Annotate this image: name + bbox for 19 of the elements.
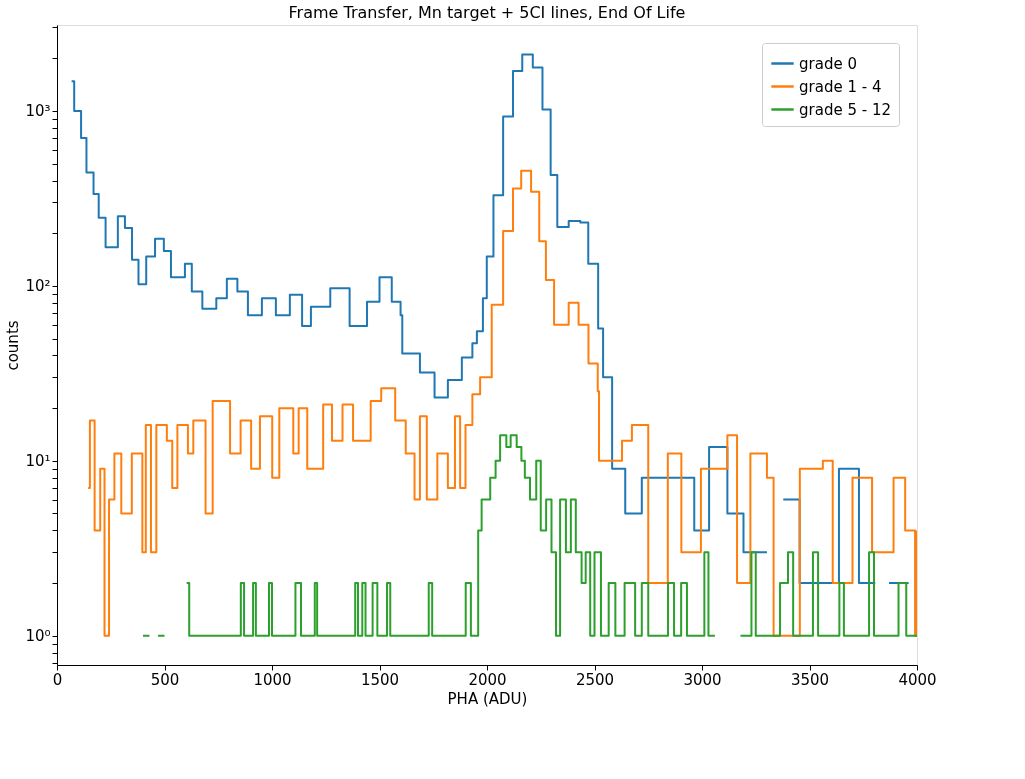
- chart-title: Frame Transfer, Mn target + 5CI lines, End Of Life: [288, 3, 686, 22]
- legend-label: grade 1 - 4: [799, 77, 882, 96]
- x-tick-label: 2500: [575, 670, 615, 689]
- legend-label: grade 0: [799, 54, 857, 73]
- y-tick-label: 10⁰: [25, 627, 51, 646]
- x-tick-label: 3500: [790, 670, 830, 689]
- x-tick-label: 500: [150, 670, 180, 689]
- y-tick-label: 10³: [25, 102, 51, 121]
- y-axis-title: counts: [4, 320, 23, 371]
- x-tick-label: 4000: [898, 670, 937, 689]
- x-tick-label: 0: [52, 670, 63, 689]
- x-tick-label: 2000: [468, 670, 507, 689]
- x-tick-label: 1500: [360, 670, 400, 689]
- x-tick-label: 1000: [253, 670, 292, 689]
- y-tick-label: 10¹: [25, 452, 51, 471]
- x-tick-label: 3000: [683, 670, 722, 689]
- x-axis-title: PHA (ADU): [447, 689, 528, 708]
- y-tick-label: 10²: [25, 277, 51, 296]
- legend-label: grade 5 - 12: [799, 100, 891, 119]
